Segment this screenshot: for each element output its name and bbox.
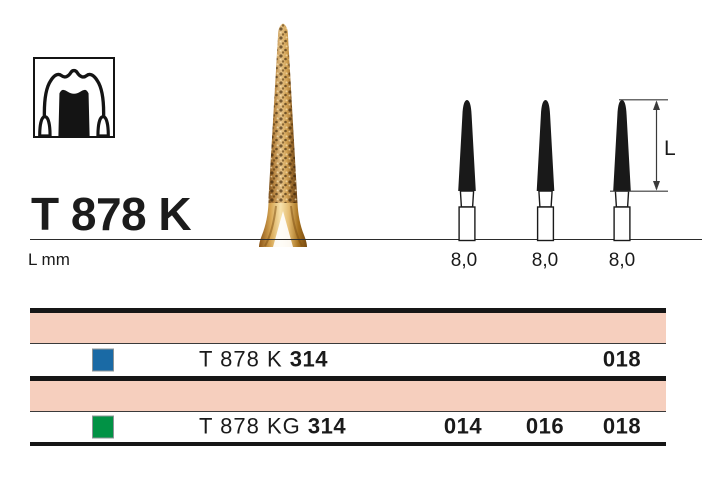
- product-row: T 878 K 314 018: [30, 343, 666, 377]
- product-code: T 878 KG 314: [199, 413, 346, 439]
- crown-preparation-icon: [33, 57, 115, 138]
- product-title: T 878 K: [31, 188, 192, 240]
- table-divider: [30, 308, 666, 313]
- length-dimension-label: L: [664, 137, 676, 160]
- category-band: [30, 312, 666, 344]
- grit-color-swatch-blue: [92, 348, 114, 372]
- iso-size-cell: 014: [443, 413, 483, 439]
- length-value: 8,0: [608, 250, 636, 271]
- length-value: 8,0: [531, 250, 559, 271]
- iso-size-cell: 016: [525, 413, 565, 439]
- length-unit-label: L mm: [28, 250, 70, 269]
- table-divider: [30, 376, 666, 381]
- product-code-text: T 878 K: [199, 346, 283, 372]
- product-code-text: T 878 KG: [199, 413, 301, 439]
- table-divider: [30, 441, 666, 447]
- category-band: [30, 380, 666, 413]
- figure-baseline: [30, 238, 702, 241]
- bur-silhouette-2: [536, 99, 555, 242]
- length-value: 8,0: [450, 250, 478, 271]
- shank-code: 314: [307, 413, 347, 439]
- grit-color-swatch-green: [92, 415, 114, 439]
- diamond-bur-photo: [259, 23, 307, 247]
- product-table: T 878 K 314 018 T 878 KG 314 014 016 018: [30, 308, 666, 447]
- iso-size-cell: 018: [602, 346, 642, 372]
- bur-size-silhouettes: L: [457, 99, 676, 242]
- bur-silhouette-3: [612, 99, 632, 242]
- product-code: T 878 K 314: [199, 347, 328, 373]
- tooth-crown-glyph: [38, 68, 110, 136]
- length-dimension-marker: [610, 99, 668, 192]
- iso-size-cell: 018: [602, 413, 642, 439]
- bur-silhouette-1: [457, 99, 477, 242]
- shank-code: 314: [289, 346, 328, 372]
- product-row: T 878 KG 314 014 016 018: [30, 412, 666, 442]
